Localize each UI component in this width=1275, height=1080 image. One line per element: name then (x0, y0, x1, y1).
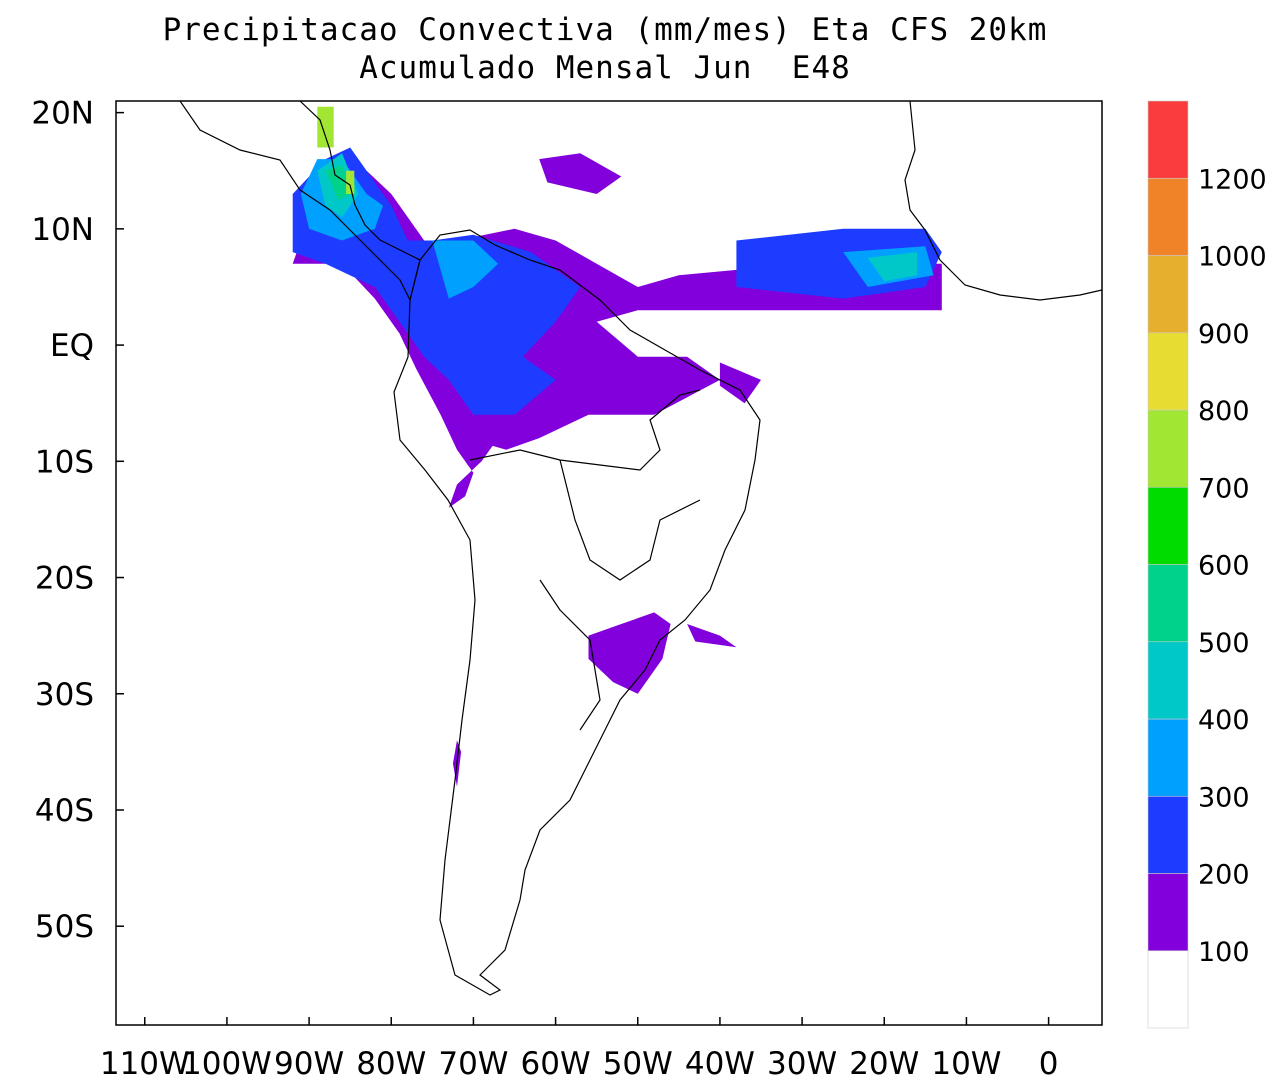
precip-region-10 (432, 240, 499, 299)
precip-region-4 (539, 153, 622, 194)
colorbar-label: 100 (1198, 937, 1250, 968)
interior-border (559, 459, 701, 581)
lon-tick-label: 40W (685, 1046, 755, 1080)
lon-tick-label: 0 (1039, 1046, 1059, 1080)
colorbar-label: 800 (1198, 396, 1250, 427)
lon-tick-label: 100W (182, 1046, 272, 1080)
lat-tick-label: 40S (35, 793, 94, 829)
colorbar-label: 700 (1198, 473, 1250, 504)
latitude-axis: 20N 10N EQ 10S 20S 30S 40S 50S (31, 96, 124, 945)
colorbar-label: 300 (1198, 782, 1250, 813)
colorbar-swatch-4 (1147, 641, 1189, 720)
lat-tick-label: 20N (31, 96, 94, 132)
colorbar-swatch-1 (1147, 873, 1189, 952)
colorbar-label: 200 (1198, 860, 1250, 891)
lon-tick-label: 110W (100, 1046, 190, 1080)
interior-border-2 (539, 579, 601, 731)
lon-tick-label: 20W (849, 1046, 919, 1080)
colorbar-swatch-5 (1147, 564, 1189, 643)
lat-tick-label: 50S (35, 909, 94, 945)
lon-tick-label: 50W (603, 1046, 673, 1080)
colorbar-label: 900 (1198, 319, 1250, 350)
map-title: Precipitacao Convectiva (mm/mes) Eta CFS… (162, 12, 1048, 48)
lat-tick-label: EQ (50, 328, 94, 364)
colorbar-swatch-6 (1147, 486, 1189, 565)
precip-region-14 (325, 164, 351, 200)
colorbar-swatch-10 (1147, 177, 1189, 256)
lon-tick-label: 90W (274, 1046, 344, 1080)
colorbar-label: 500 (1198, 628, 1250, 659)
brazil-border (469, 389, 701, 471)
lon-tick-label: 80W (356, 1046, 426, 1080)
colorbar-swatch-7 (1147, 409, 1189, 488)
colorbar-label: 1000 (1198, 242, 1267, 273)
lon-tick-label: 70W (438, 1046, 508, 1080)
colorbar-swatch-0 (1147, 950, 1189, 1029)
coastlines (179, 101, 1102, 996)
precip-region-5 (687, 624, 737, 648)
central-america-coastline (179, 101, 421, 302)
colorbar-label: 600 (1198, 551, 1250, 582)
colorbar: 100 200 300 400 500 600 700 800 900 1000 1200 (1147, 100, 1267, 1029)
precip-region-1 (440, 368, 499, 508)
precip-region-16 (346, 170, 355, 194)
colorbar-label: 1200 (1198, 164, 1267, 195)
lat-tick-label: 30S (35, 677, 94, 713)
precip-region-2 (588, 612, 671, 694)
colorbar-label: 400 (1198, 705, 1250, 736)
lat-tick-label: 10N (31, 212, 94, 248)
colorbar-swatch-9 (1147, 255, 1189, 334)
colorbar-swatch-2 (1147, 795, 1189, 874)
precip-region-3 (719, 362, 761, 404)
map-frame (115, 100, 1103, 1026)
colorbar-swatch-8 (1147, 332, 1189, 411)
colorbar-swatch-11 (1147, 100, 1189, 179)
africa-coastline (904, 101, 1102, 301)
lat-tick-label: 10S (35, 444, 94, 480)
precipitation-field (292, 106, 942, 787)
map-subtitle: Acumulado Mensal Jun E48 (359, 50, 851, 86)
colorbar-swatch-3 (1147, 718, 1189, 797)
south-america-coastline (393, 229, 761, 996)
precip-region-15 (317, 106, 334, 148)
lon-tick-label: 30W (767, 1046, 837, 1080)
lat-tick-label: 20S (35, 561, 94, 597)
lon-tick-label: 10W (931, 1046, 1001, 1080)
precip-region-13 (867, 252, 918, 282)
lon-tick-label: 60W (521, 1046, 591, 1080)
